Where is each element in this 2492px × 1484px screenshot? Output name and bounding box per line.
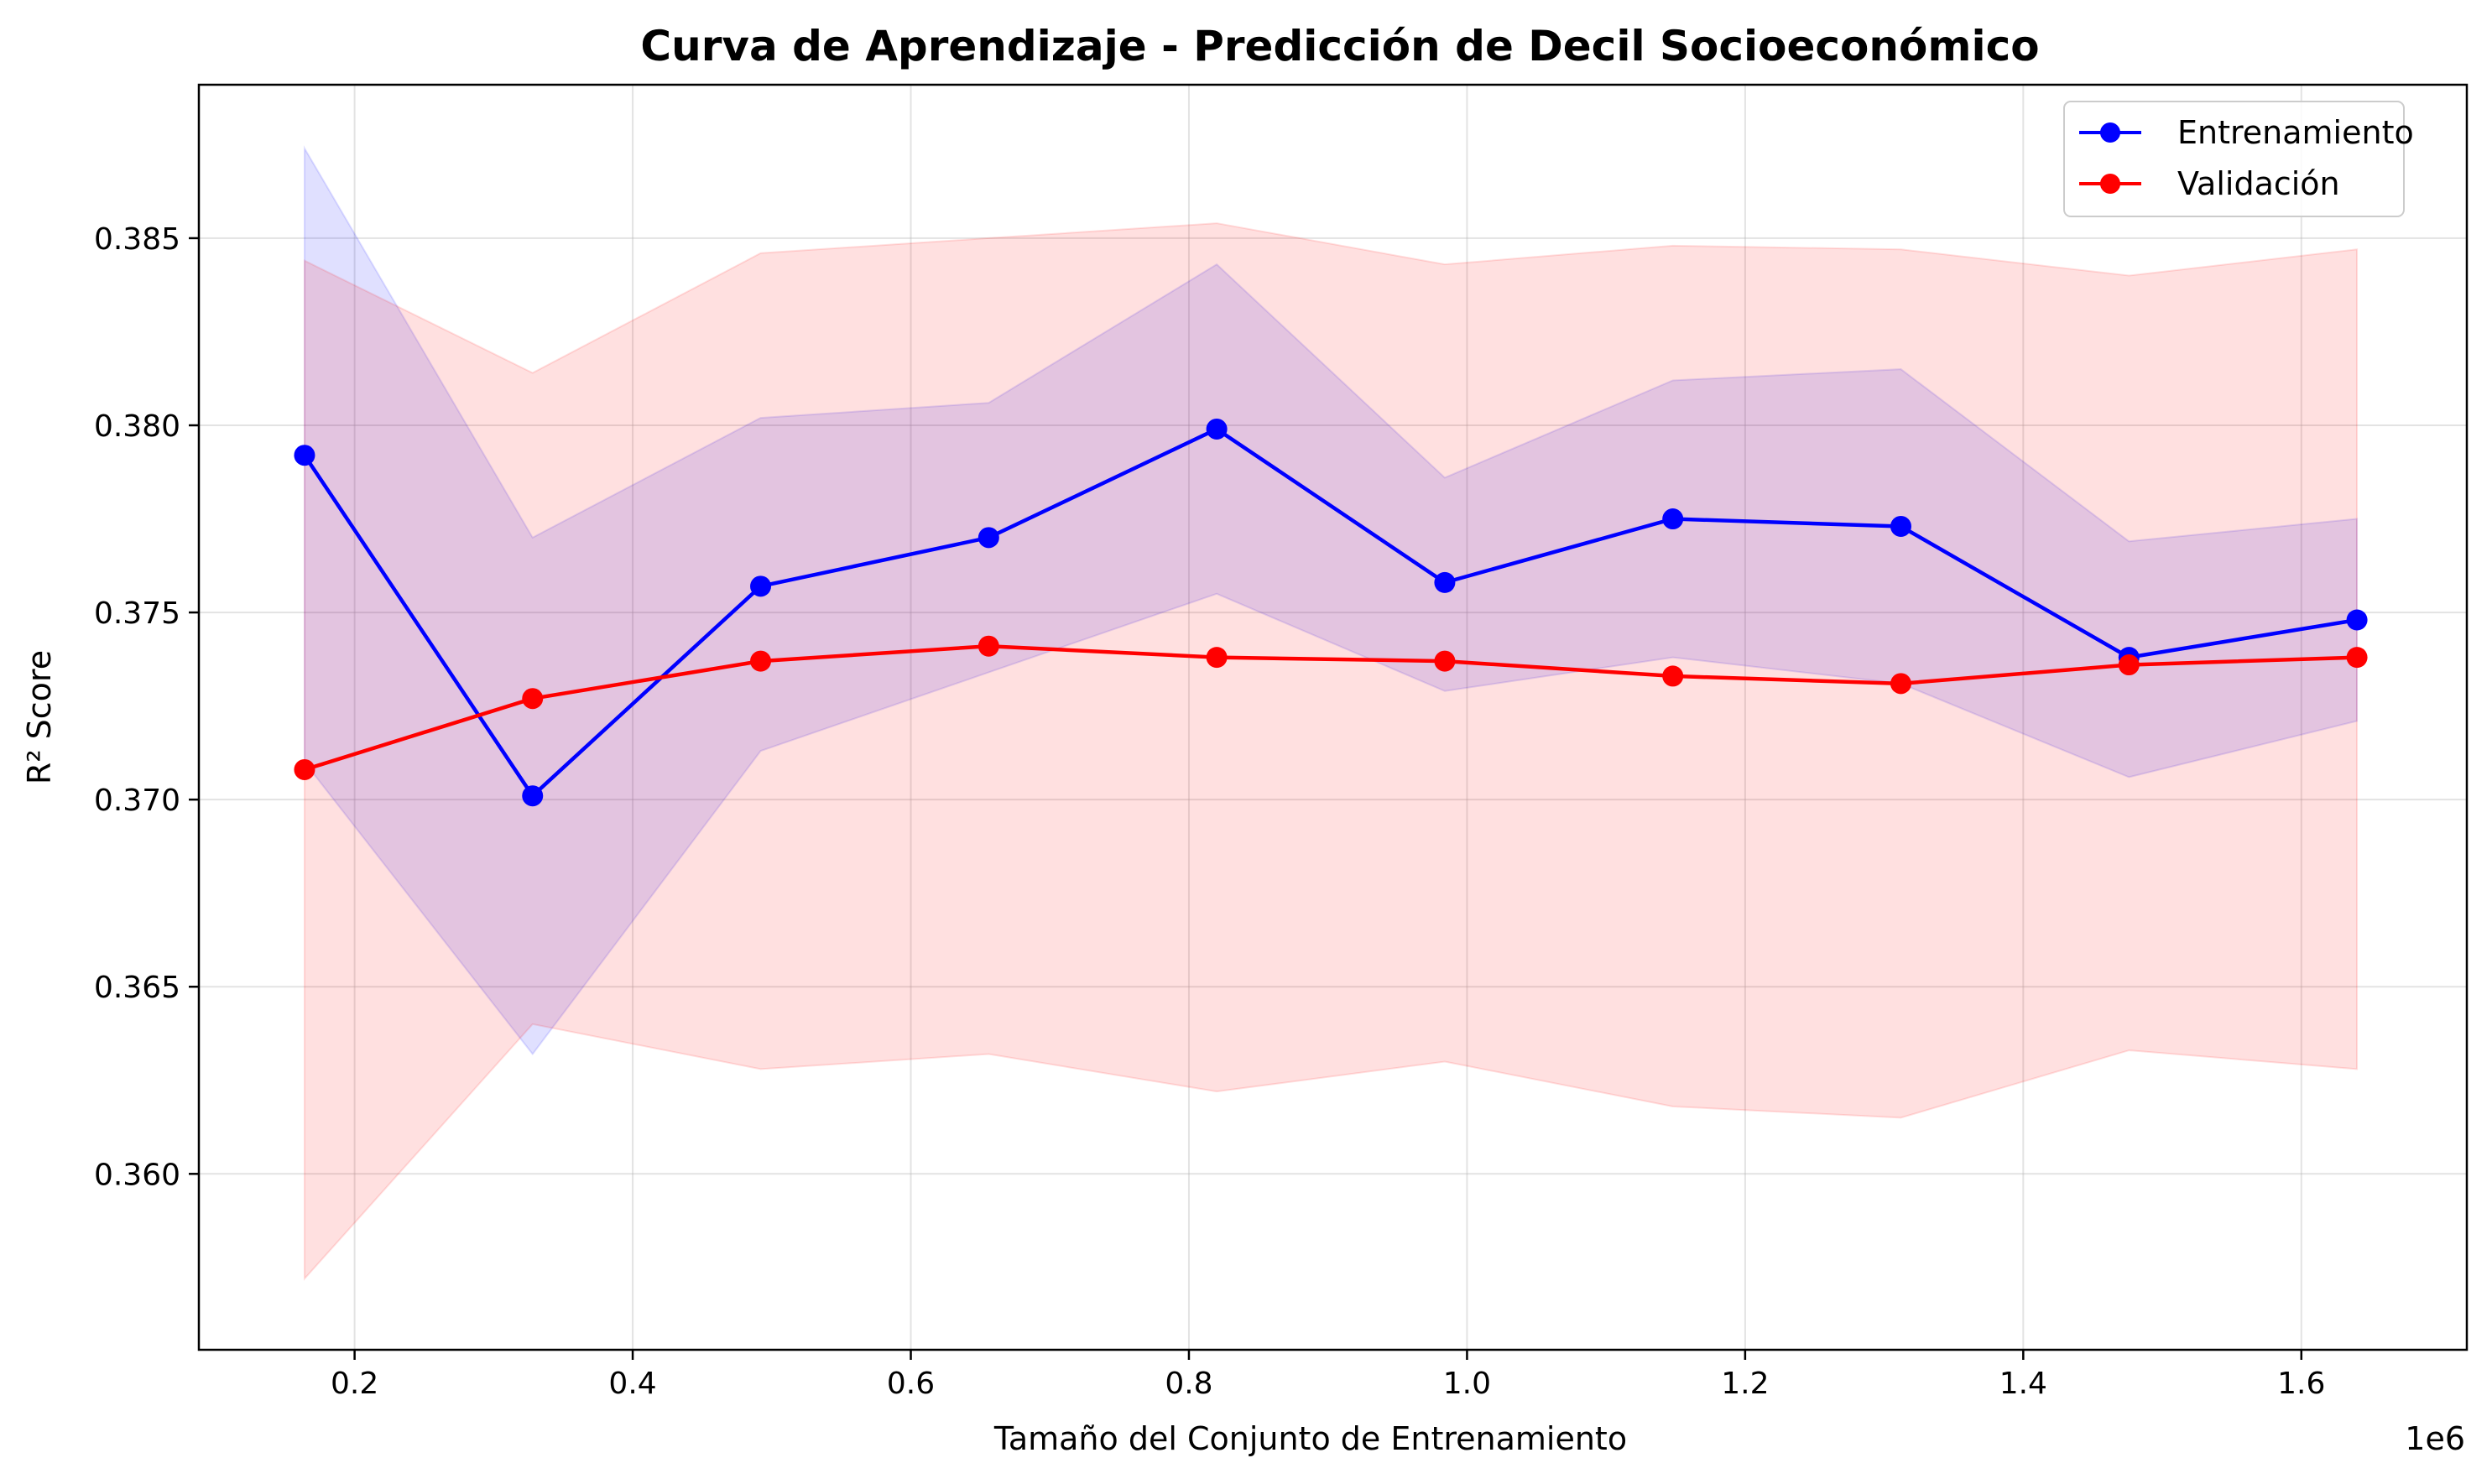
y-tick-label: 0.385 [94, 222, 180, 257]
y-tick-label: 0.360 [94, 1158, 180, 1192]
y-axis-ticks: 0.360 0.365 0.370 0.375 0.380 0.385 [94, 222, 199, 1192]
line-entrenamiento [303, 427, 2358, 798]
x-axis-ticks: 0.2 0.4 0.6 0.8 1.0 1.2 1.4 1.6 [331, 1350, 2325, 1401]
point-entrenamiento [294, 445, 315, 466]
y-tick-label: 0.375 [94, 596, 180, 631]
band-entrenamiento [303, 145, 2359, 1056]
grid-lines [199, 85, 2467, 1350]
legend-marker-validacion [2100, 174, 2120, 194]
y-axis-label: R² Score [21, 650, 58, 784]
x-tick-label: 1.4 [1999, 1367, 2047, 1401]
point-validacion [1434, 650, 1456, 672]
x-tick-label: 0.2 [331, 1367, 378, 1401]
series-markers [294, 418, 2368, 807]
y-tick-label: 0.380 [94, 409, 180, 444]
point-entrenamiento [1434, 571, 1456, 593]
point-validacion [978, 635, 999, 657]
x-tick-label: 1.2 [1721, 1367, 1769, 1401]
point-entrenamiento [978, 527, 999, 549]
legend-marker-entrenamiento [2100, 122, 2120, 143]
point-validacion [1890, 673, 1911, 695]
line-validacion [304, 643, 2358, 772]
point-entrenamiento [750, 575, 772, 597]
x-tick-label: 0.6 [887, 1367, 935, 1401]
chart-title: Curva de Aprendizaje - Predicción de Dec… [640, 22, 2039, 70]
point-validacion [1206, 647, 1228, 669]
point-entrenamiento [2346, 609, 2368, 631]
y-tick-label: 0.370 [94, 784, 180, 818]
point-validacion [750, 650, 772, 672]
point-entrenamiento [1890, 515, 1911, 537]
x-tick-label: 1.0 [1443, 1367, 1491, 1401]
y-tick-label: 0.365 [94, 971, 180, 1005]
x-axis-label: Tamaño del Conjunto de Entrenamiento [993, 1420, 1627, 1457]
legend-box [2063, 101, 2405, 217]
x-tick-label: 1.6 [2277, 1367, 2325, 1401]
x-axis-offset-label: 1e6 [2405, 1420, 2465, 1457]
legend-label-entrenamiento: Entrenamiento [2177, 114, 2414, 151]
point-entrenamiento [1206, 418, 1228, 440]
confidence-bands [303, 145, 2359, 1281]
point-validacion [294, 758, 315, 780]
axes-frame [197, 83, 2469, 1351]
legend-label-validacion: Validación [2177, 165, 2340, 202]
legend: Entrenamiento Validación [2063, 101, 2414, 217]
point-entrenamiento [1662, 508, 1684, 530]
point-validacion [2118, 654, 2140, 676]
series-lines [303, 427, 2358, 798]
band-validacion [303, 222, 2359, 1281]
x-tick-label: 0.8 [1165, 1367, 1212, 1401]
point-entrenamiento [522, 785, 544, 807]
point-validacion [2346, 647, 2368, 669]
x-tick-label: 0.4 [608, 1367, 656, 1401]
point-validacion [1662, 665, 1684, 687]
point-validacion [522, 688, 544, 710]
